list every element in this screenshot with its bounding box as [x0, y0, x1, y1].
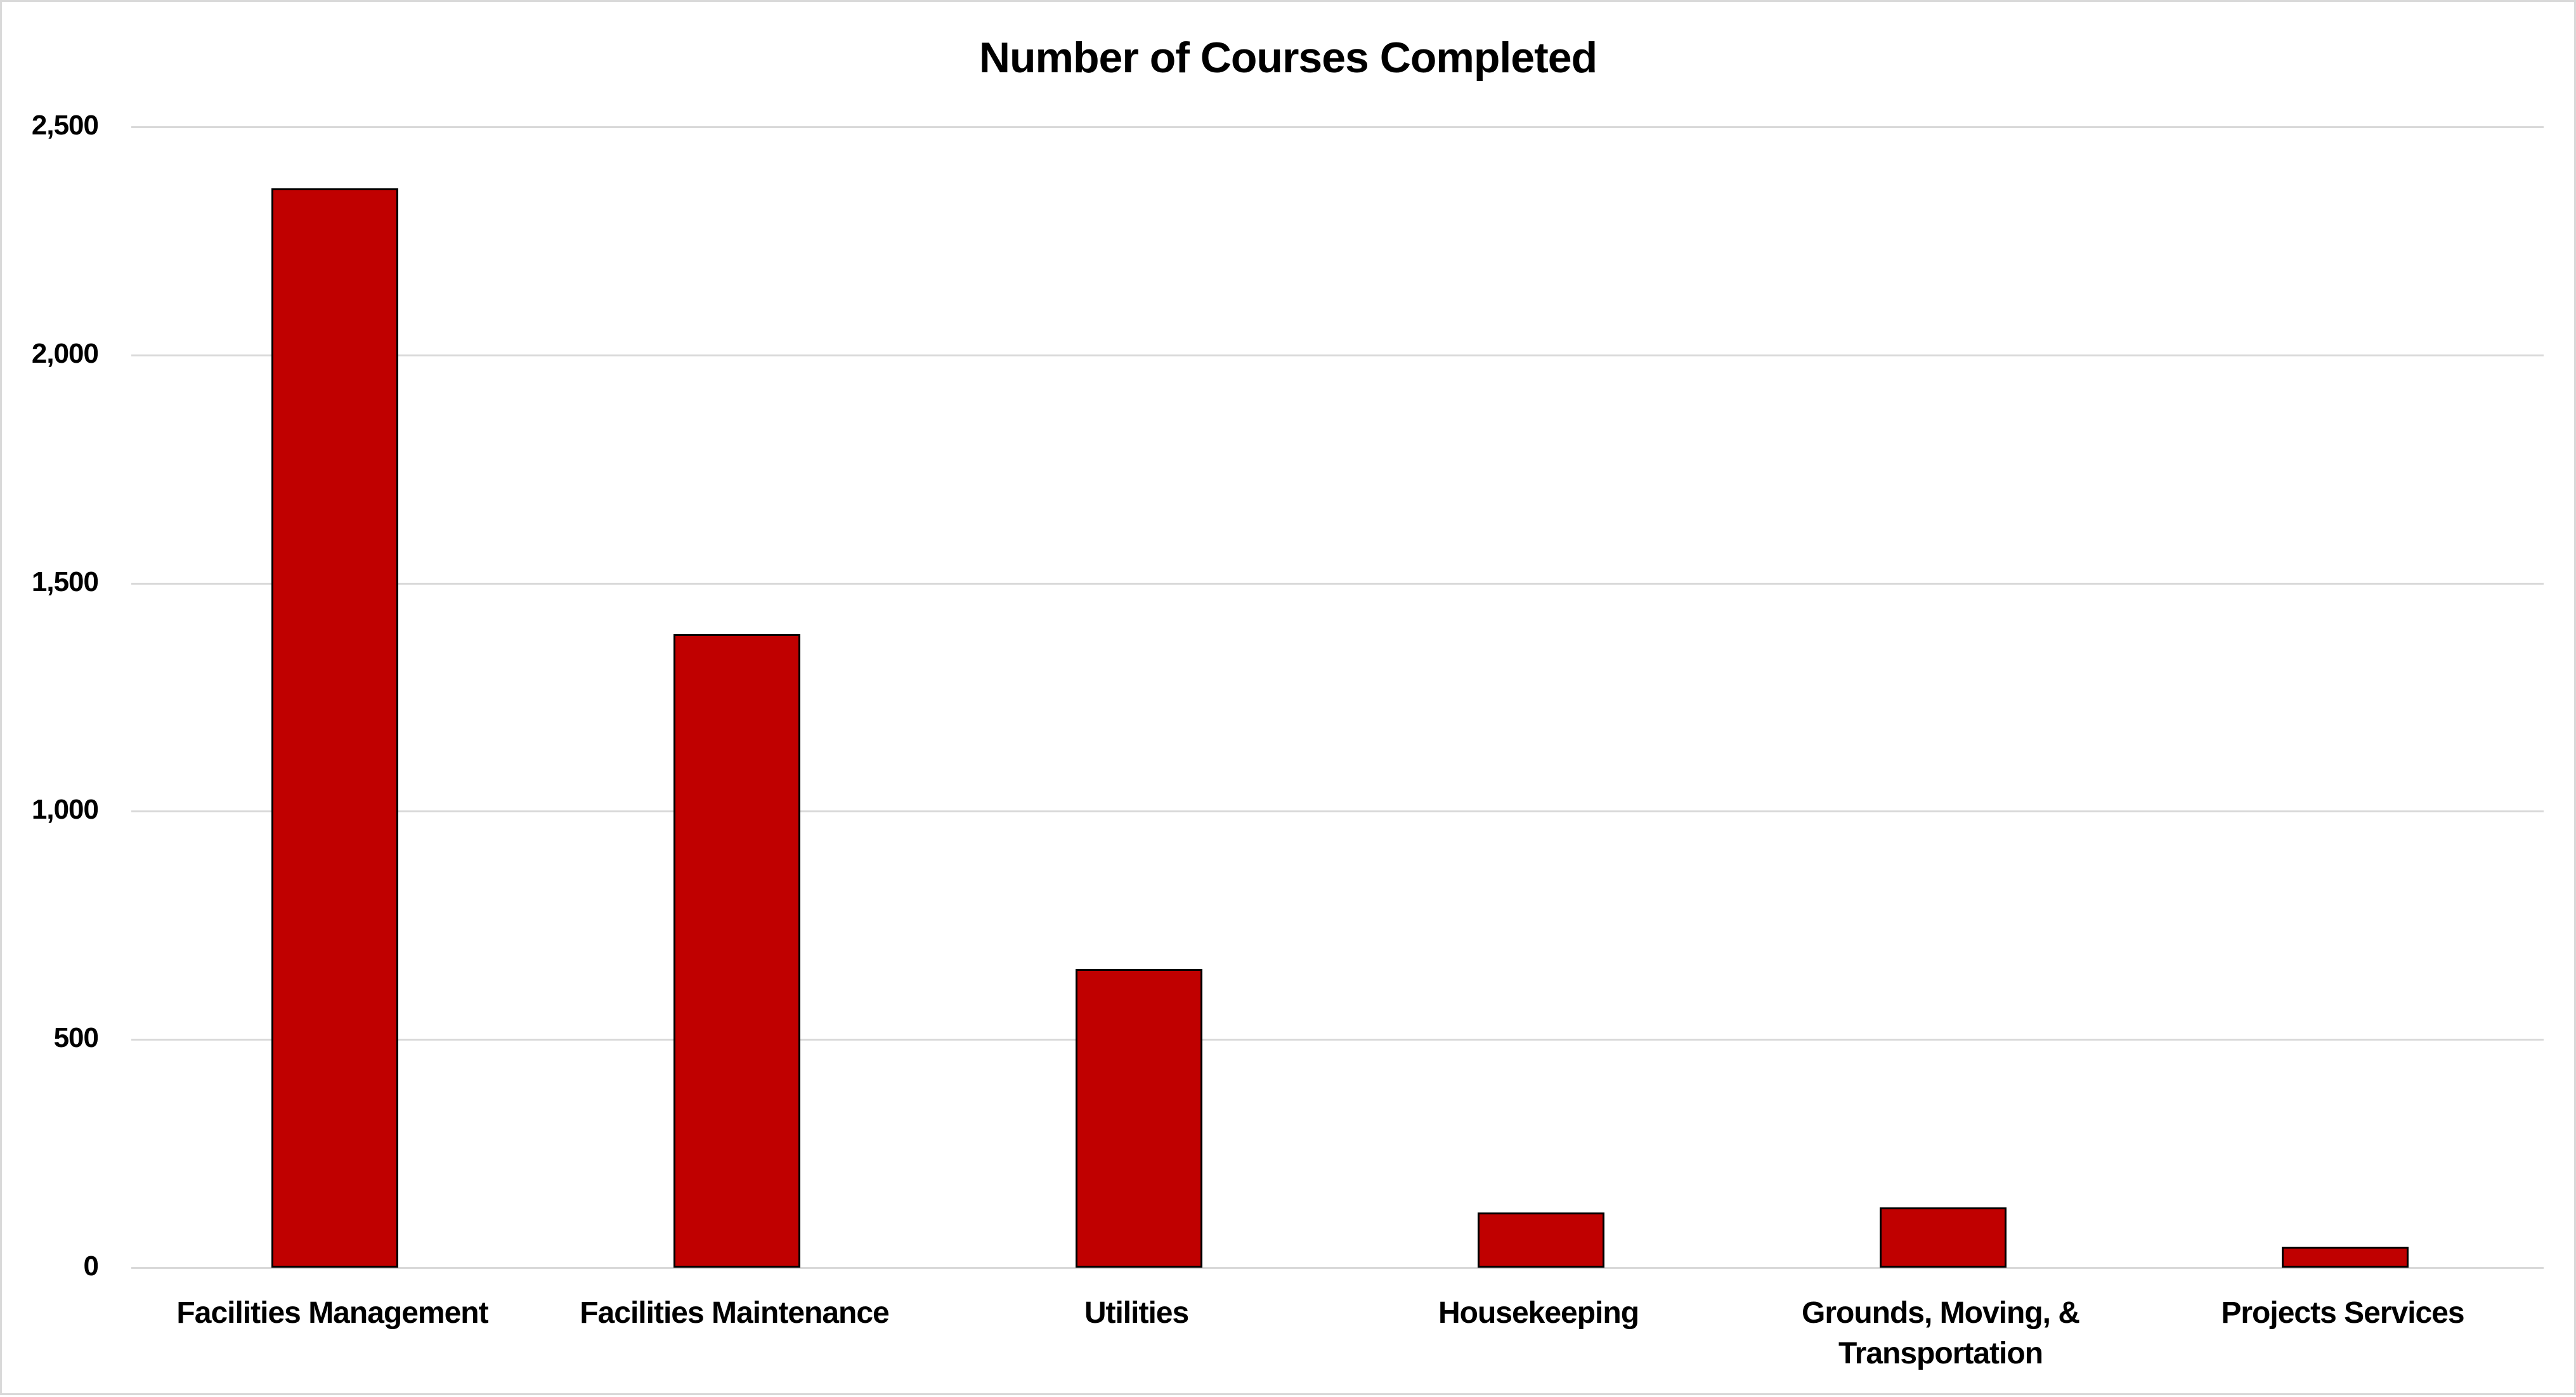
- x-category-label-line: Utilities: [1084, 1296, 1189, 1330]
- y-tick-label: 1,500: [31, 566, 99, 597]
- x-category-label-line: Projects Services: [2221, 1296, 2464, 1330]
- gridline: [131, 1039, 2544, 1041]
- x-category-label-line: Grounds, Moving, &: [1802, 1296, 2080, 1330]
- y-tick-label: 0: [83, 1251, 99, 1282]
- x-category-label-line: Facilities Maintenance: [580, 1296, 890, 1330]
- y-tick-label: 2,000: [31, 337, 99, 369]
- bar-housekeeping: [1478, 1212, 1604, 1268]
- x-category-label: Utilities: [935, 1293, 1337, 1334]
- bar-projects-services: [2282, 1246, 2409, 1268]
- x-category-label-line: Housekeeping: [1438, 1296, 1639, 1330]
- gridline: [131, 354, 2544, 356]
- x-category-label: Facilities Maintenance: [533, 1293, 935, 1334]
- chart-title: Number of Courses Completed: [979, 34, 1597, 82]
- x-category-label: Grounds, Moving, & Transportation: [1740, 1293, 2142, 1374]
- x-category-label-line: Transportation: [1838, 1337, 2043, 1370]
- bar-utilities: [1076, 968, 1202, 1268]
- y-tick-label: 500: [53, 1022, 99, 1054]
- gridline: [131, 1267, 2544, 1269]
- x-category-label: Housekeeping: [1337, 1293, 1740, 1334]
- gridline: [131, 810, 2544, 813]
- x-category-label: Projects Services: [2142, 1293, 2544, 1334]
- bar-facilities-maintenance: [673, 634, 800, 1268]
- plot-area: Facilities Management Facilities Maintena…: [131, 2, 2544, 1397]
- x-category-label: Facilities Management: [131, 1293, 533, 1334]
- y-tick-label: 2,500: [31, 110, 99, 141]
- gridline: [131, 582, 2544, 585]
- gridline: [131, 126, 2544, 128]
- y-tick-label: 1,000: [31, 794, 99, 826]
- bar-grounds-moving-transportation: [1880, 1207, 2007, 1268]
- bar-facilities-management: [271, 188, 398, 1268]
- x-category-label-line: Facilities Management: [176, 1296, 488, 1330]
